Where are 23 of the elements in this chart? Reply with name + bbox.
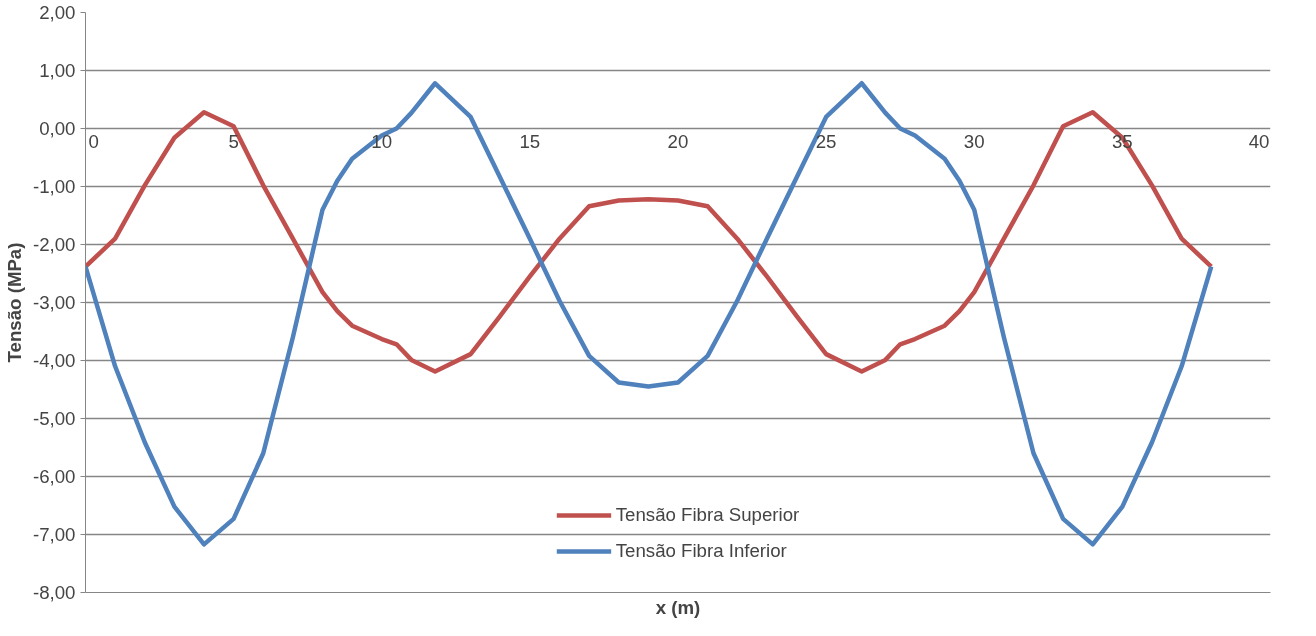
x-tick-label: 40 — [1248, 130, 1270, 152]
y-axis-title: Tensão (MPa) — [3, 242, 25, 363]
y-tick-label: -3,00 — [32, 292, 76, 313]
x-tick-label: 30 — [963, 130, 985, 152]
x-axis-title: x (m) — [655, 596, 701, 618]
y-tick-label: -7,00 — [32, 524, 76, 545]
y-tick-label: -8,00 — [32, 582, 76, 603]
y-tick-label: -1,00 — [32, 176, 76, 197]
legend-label: Tensão Fibra Inferior — [615, 540, 787, 562]
y-tick-label: -6,00 — [32, 466, 76, 487]
y-tick-label: -2,00 — [32, 234, 76, 255]
x-tick-label: 0 — [88, 130, 99, 152]
x-tick-label: 15 — [519, 130, 541, 152]
y-tick-label: -5,00 — [32, 408, 76, 429]
line-series — [85, 110, 1214, 374]
x-tick-label: 20 — [667, 130, 689, 152]
y-tick-label: 1,00 — [39, 60, 76, 81]
legend-label: Tensão Fibra Superior — [615, 504, 800, 526]
y-tick-label: -4,00 — [32, 350, 76, 371]
y-tick-label: 0,00 — [39, 118, 76, 139]
y-tick-label: 2,00 — [39, 2, 76, 23]
x-tick-label: 5 — [228, 130, 239, 152]
x-tick-label: 25 — [815, 130, 837, 152]
